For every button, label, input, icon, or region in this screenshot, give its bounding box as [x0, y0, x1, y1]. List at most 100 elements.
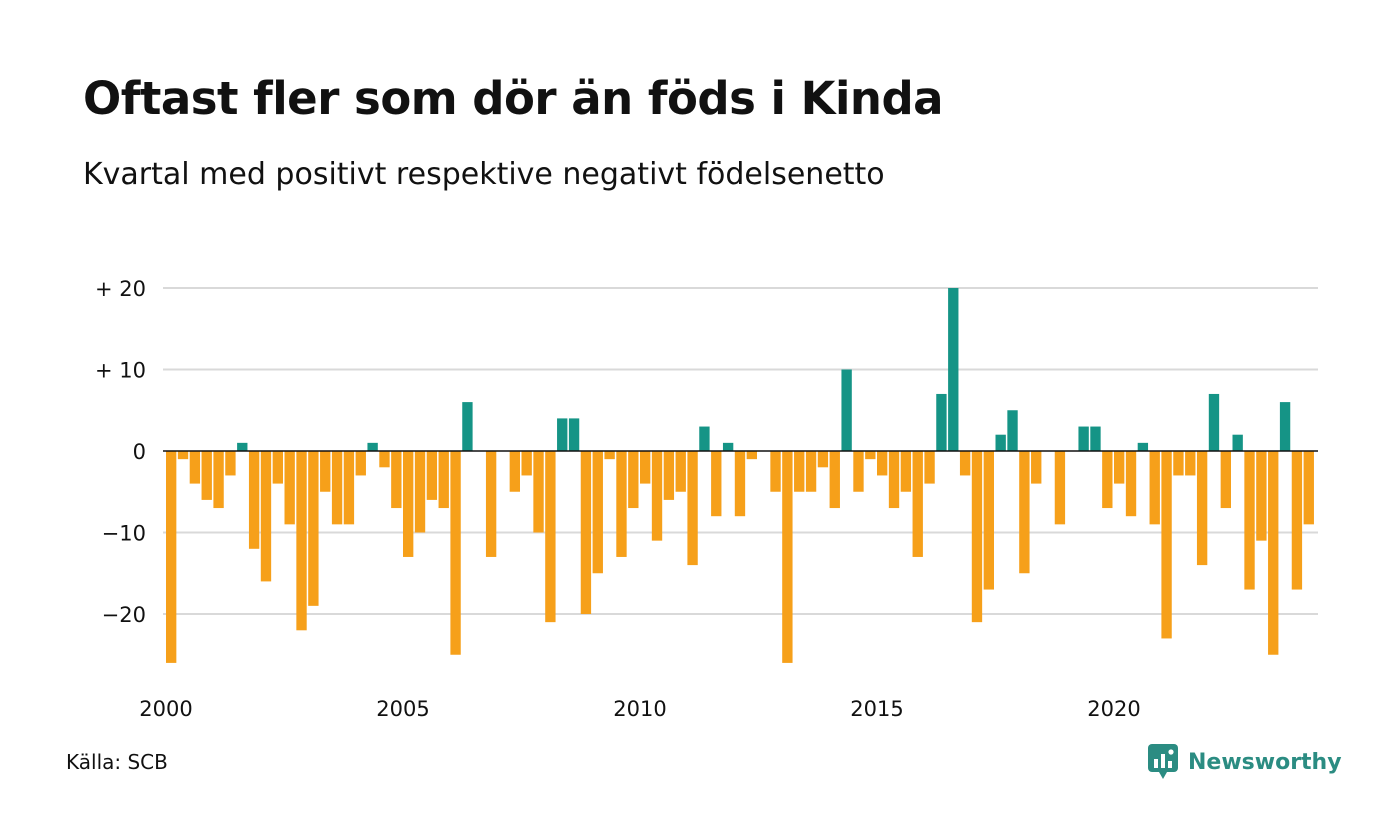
bar	[1125, 451, 1137, 517]
bar	[1220, 451, 1231, 509]
bar	[995, 434, 1006, 451]
bar	[426, 451, 438, 500]
bar	[616, 451, 627, 557]
x-tick-label: 2020	[1087, 697, 1140, 721]
bar	[640, 451, 651, 484]
x-tick-label: 2010	[613, 697, 666, 721]
x-tick-label: 2000	[139, 697, 192, 721]
bar	[201, 451, 212, 500]
bar	[308, 451, 319, 606]
bar	[1114, 451, 1125, 484]
bar	[877, 451, 888, 476]
bar	[1007, 410, 1018, 451]
bar	[568, 418, 580, 451]
bar	[592, 451, 603, 574]
bar	[166, 451, 177, 663]
bar	[462, 402, 473, 451]
bar	[1031, 451, 1042, 484]
chart-subtitle: Kvartal med positivt respektive negativt…	[83, 157, 885, 192]
bar	[509, 451, 520, 492]
bar	[782, 451, 793, 663]
bar	[1185, 451, 1196, 476]
bar	[1019, 451, 1030, 574]
bar	[663, 451, 675, 500]
bar	[272, 451, 283, 484]
bar	[971, 451, 983, 623]
bar	[284, 451, 295, 525]
bar	[900, 451, 912, 492]
bar	[829, 451, 840, 509]
bar	[699, 426, 710, 451]
bar	[1291, 451, 1303, 590]
brand-logo: Newsworthy	[1148, 743, 1342, 781]
bar	[248, 451, 260, 549]
bar	[189, 451, 201, 484]
bar	[936, 393, 947, 451]
bar	[438, 451, 449, 509]
bar	[414, 451, 426, 533]
x-tick-label: 2015	[850, 697, 903, 721]
bar	[817, 451, 829, 468]
newsworthy-logo-icon	[1148, 744, 1178, 779]
bar	[912, 451, 923, 557]
bar	[1102, 451, 1113, 509]
bar	[1208, 393, 1220, 451]
bar	[865, 451, 876, 460]
bar	[770, 451, 781, 492]
bar	[924, 451, 935, 484]
bar	[1279, 402, 1291, 451]
bar	[391, 451, 402, 509]
bar	[533, 451, 544, 533]
y-tick-label: −20	[102, 603, 146, 627]
bar	[1256, 451, 1267, 541]
bar	[1161, 451, 1172, 639]
bar	[948, 288, 959, 451]
bar	[367, 442, 378, 451]
bar	[545, 451, 556, 623]
bar	[1090, 426, 1101, 451]
bar	[1303, 451, 1314, 525]
bar	[1149, 451, 1160, 525]
bar	[1054, 451, 1066, 525]
bar	[296, 451, 307, 631]
bar	[959, 451, 971, 476]
bar	[320, 451, 331, 492]
bar	[711, 451, 722, 517]
brand-name: Newsworthy	[1188, 749, 1342, 775]
chart-title: Oftast fler som dör än föds i Kinda	[83, 72, 944, 125]
source-note: Källa: SCB	[66, 750, 168, 774]
bar	[1078, 426, 1089, 451]
bar	[841, 369, 852, 451]
bar	[403, 451, 414, 557]
bar	[1232, 434, 1243, 451]
bar	[580, 451, 592, 614]
bar	[746, 451, 757, 460]
y-tick-label: + 10	[95, 359, 146, 383]
bar	[1268, 451, 1279, 655]
bar	[805, 451, 817, 492]
bar	[687, 451, 698, 566]
bar	[734, 451, 746, 517]
bar	[675, 451, 686, 492]
y-tick-label: 0	[133, 440, 146, 464]
y-tick-label: + 20	[95, 277, 146, 301]
bar	[722, 442, 734, 451]
y-axis-ticks: + 20 + 10 0 −10 −20	[95, 277, 146, 627]
bar	[355, 451, 366, 476]
bar	[651, 451, 663, 541]
bar	[485, 451, 497, 557]
y-tick-label: −10	[102, 522, 146, 546]
bar	[604, 451, 615, 460]
bar	[237, 442, 248, 451]
bar	[331, 451, 343, 525]
bar	[260, 451, 272, 582]
bar	[177, 451, 189, 460]
bar	[628, 451, 639, 509]
bar	[1173, 451, 1184, 476]
bar	[1196, 451, 1208, 566]
bar	[1137, 442, 1149, 451]
bar	[521, 451, 532, 476]
bar	[888, 451, 900, 509]
bar	[794, 451, 805, 492]
